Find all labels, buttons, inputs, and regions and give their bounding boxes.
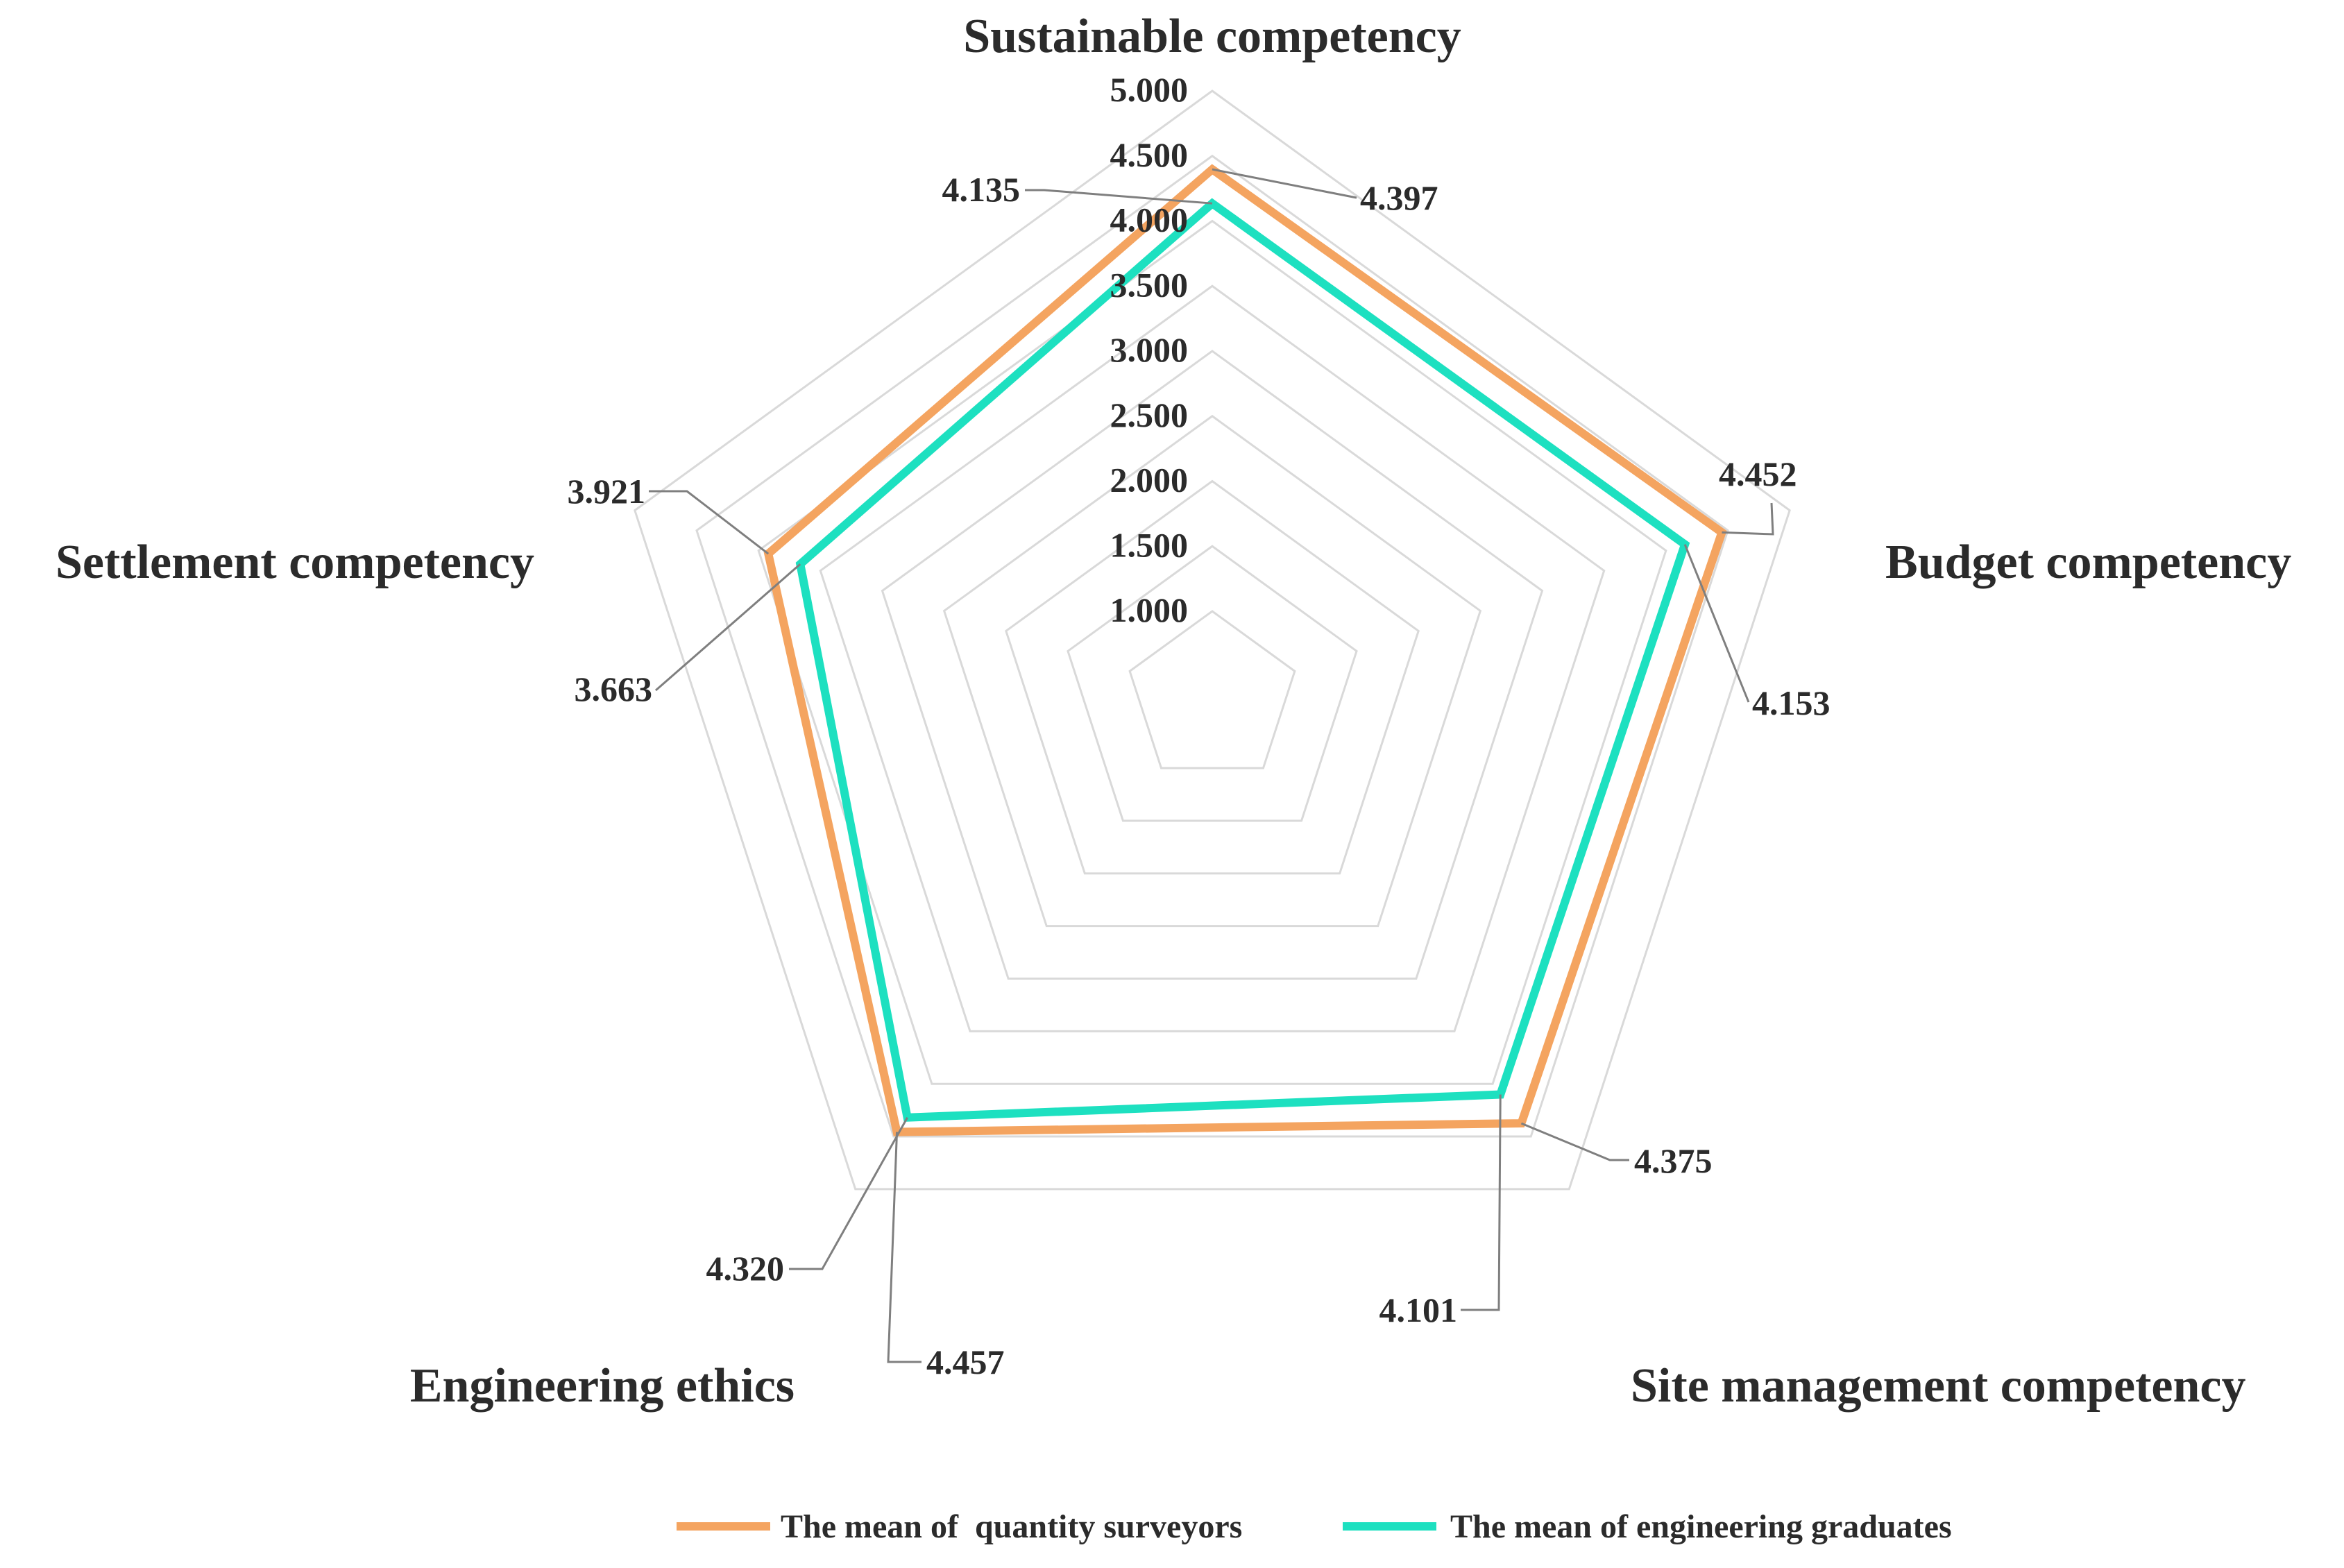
value-label-eg-ethics: 4.320 [706,1249,785,1288]
leader-line-1-3 [789,1117,908,1270]
tick-label-1: 1.500 [1110,525,1189,564]
legend-label-engineering-graduates: The mean of engineering graduates [1450,1508,1952,1545]
leader-line-0-2 [1520,1122,1629,1161]
tick-label-6: 4.000 [1110,201,1189,239]
value-leader-lines [649,168,1774,1363]
value-label-eg-settlement: 3.663 [575,670,653,708]
value-label-eg-sustainable: 4.135 [942,170,1021,209]
grid-ring-4 [881,350,1544,980]
axis-label-site-management: Site management competency [1631,1359,2245,1413]
axis-label-settlement: Settlement competency [56,536,534,589]
leader-line-0-0 [1212,168,1357,199]
value-label-qs-settlement: 3.921 [568,472,646,511]
value-label-qs-budget: 4.452 [1719,454,1797,493]
leader-line-1-1 [1683,544,1750,703]
legend-label-quantity-surveyors: The mean of quantity surveyors [781,1508,1242,1545]
grid-ring-5 [819,284,1606,1032]
value-label-qs-sustainable: 4.397 [1360,178,1438,217]
leader-line-0-3 [887,1132,922,1363]
tick-label-4: 3.000 [1110,330,1189,369]
grid-ring-0 [1128,610,1296,769]
axis-label-budget: Budget competency [1885,536,2291,589]
grid-ring-7 [695,154,1729,1138]
leader-line-1-4 [655,563,801,692]
grid-ring-3 [942,414,1482,928]
tick-label-5: 3.500 [1110,265,1189,304]
value-label-qs-ethics: 4.457 [926,1343,1005,1381]
leader-line-1-0 [1025,189,1213,205]
axis-label-sustainable: Sustainable competency [963,10,1461,63]
axis-label-engineering-ethics: Engineering ethics [410,1359,795,1413]
radial-tick-labels: 1.000 1.500 2.000 2.500 3.000 3.500 4.000 4.500… [1110,70,1189,629]
leader-line-0-4 [649,490,770,555]
leader-line-1-2 [1461,1094,1502,1311]
radar-grid [634,90,1791,1191]
tick-label-7: 4.500 [1110,135,1189,174]
tick-label-0: 1.000 [1110,590,1189,629]
grid-ring-8 [634,90,1791,1191]
value-label-eg-budget: 4.153 [1752,683,1831,722]
tick-label-3: 2.500 [1110,395,1189,434]
grid-ring-2 [1005,479,1420,875]
grid-ring-1 [1067,545,1358,822]
radar-series [763,164,1727,1136]
value-label-eg-site: 4.101 [1379,1290,1458,1329]
leader-line-0-1 [1722,502,1774,536]
series-line-0 [763,164,1727,1136]
value-label-qs-site: 4.375 [1634,1141,1713,1180]
tick-label-8: 5.000 [1110,70,1189,109]
legend: The mean of quantity surveyors The mean … [677,1508,1952,1545]
tick-label-2: 2.000 [1110,461,1189,500]
series-line-1 [795,198,1690,1122]
